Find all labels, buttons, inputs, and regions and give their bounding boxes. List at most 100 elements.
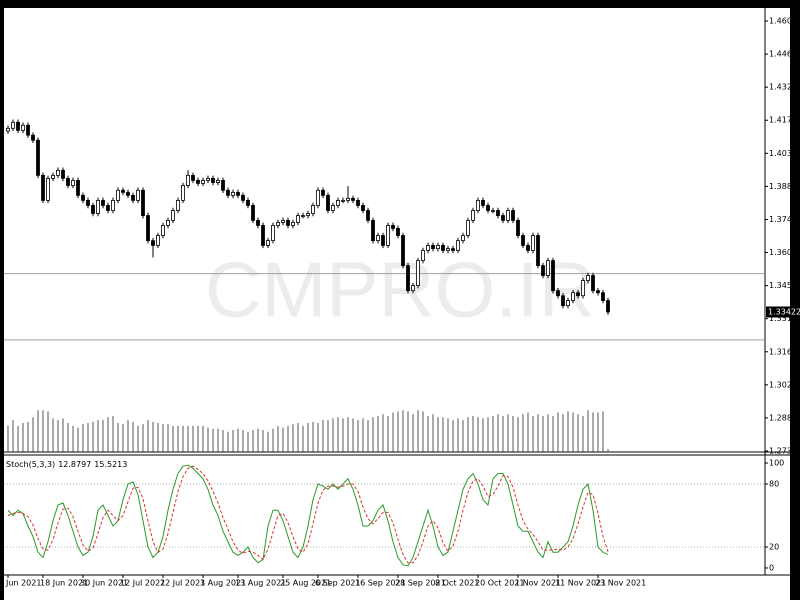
- candle-body: [81, 194, 85, 201]
- candle-body: [356, 200, 360, 206]
- y-tick-label: 1.33130: [769, 314, 800, 323]
- indicator-value: 12.8797: [58, 460, 91, 469]
- candle-body: [376, 235, 380, 241]
- candle-body: [101, 200, 105, 206]
- x-tick-label: 3 Aug 2021: [200, 579, 246, 588]
- x-tick-label: 1 Nov 2021: [515, 579, 561, 588]
- y-tick-label: 1.44650: [769, 50, 800, 59]
- candle-body: [21, 124, 25, 131]
- candle-body: [571, 292, 575, 301]
- candle-body: [11, 121, 15, 129]
- watermark: CMPRO.IR: [205, 246, 595, 334]
- candle-body: [596, 290, 600, 294]
- candle-body: [181, 185, 185, 201]
- candle-body: [391, 225, 395, 229]
- candle-body: [401, 235, 405, 267]
- x-tick-label: Jun 2021: [5, 579, 41, 588]
- candle-body: [491, 210, 495, 212]
- candle-body: [441, 245, 445, 251]
- candle-body: [126, 191, 130, 196]
- candle-body: [71, 180, 75, 186]
- candle-body: [36, 139, 40, 176]
- candle-body: [191, 174, 195, 181]
- candle-body: [271, 225, 275, 241]
- y-tick-label: 100: [769, 459, 784, 468]
- candle-body: [436, 245, 440, 250]
- candle-body: [546, 260, 550, 276]
- candle-body: [581, 280, 585, 297]
- candle-body: [326, 194, 330, 211]
- candle-body: [361, 205, 365, 211]
- candle-body: [551, 260, 555, 292]
- candle-body: [26, 124, 30, 136]
- y-tick-label: 1.37450: [769, 215, 800, 224]
- candle-body: [141, 189, 145, 216]
- candle-body: [186, 174, 190, 186]
- candle-body: [51, 174, 55, 179]
- candle-body: [161, 225, 165, 236]
- candle-body: [171, 210, 175, 221]
- candle-body: [246, 200, 250, 206]
- candle-body: [116, 189, 120, 201]
- candle-body: [86, 200, 90, 206]
- candle-body: [341, 200, 345, 202]
- candle-body: [591, 275, 595, 292]
- candle-body: [386, 225, 390, 246]
- candle-body: [426, 245, 430, 251]
- candle-body: [586, 275, 590, 281]
- y-tick-label: 1.36010: [769, 248, 800, 257]
- last-price-label: 1.33422: [768, 307, 800, 316]
- y-tick-label: 80: [769, 480, 779, 489]
- candle-body: [256, 219, 260, 226]
- candle-body: [416, 260, 420, 287]
- last-price-box: [766, 306, 794, 318]
- candle-body: [311, 205, 315, 214]
- y-tick-label: 1.46090: [769, 17, 800, 26]
- x-tick-label: 6 Sep 2021: [315, 579, 361, 588]
- candle-body: [351, 197, 355, 201]
- x-tick-label: 20 Oct 2021: [475, 579, 524, 588]
- x-tick-label: 11 Nov 2021: [555, 579, 606, 588]
- candle-body: [531, 235, 535, 251]
- y-tick-label: 20: [769, 542, 779, 551]
- candle-body: [606, 300, 610, 313]
- candle-body: [216, 180, 220, 183]
- candle-body: [236, 191, 240, 196]
- x-tick-label: 22 Jul 2021: [160, 579, 205, 588]
- chart-background: [4, 8, 790, 600]
- candle-body: [536, 235, 540, 267]
- candle-body: [431, 245, 435, 250]
- x-tick-label: 12 Jul 2021: [120, 579, 165, 588]
- candle-body: [241, 194, 245, 201]
- candle-body: [406, 265, 410, 292]
- candle-body: [151, 240, 155, 246]
- candle-body: [196, 180, 200, 184]
- y-tick-label: 1.38890: [769, 182, 800, 191]
- indicator-label: Stoch(5,3,3) 12.8797 15.5213: [6, 460, 127, 469]
- candle-body: [41, 174, 45, 201]
- candle-body: [261, 225, 265, 246]
- candle-body: [146, 215, 150, 241]
- stoch-line: [7, 464, 609, 567]
- candle-body: [481, 200, 485, 206]
- candle-body: [226, 189, 230, 196]
- candle-body: [461, 235, 465, 241]
- candle-body: [576, 292, 580, 297]
- candle-body: [446, 248, 450, 251]
- y-tick-label: 1.30250: [769, 380, 800, 389]
- y-tick-label: 1.41770: [769, 116, 800, 125]
- candle-body: [601, 292, 605, 301]
- candle-body: [6, 127, 10, 132]
- candle-body: [281, 219, 285, 223]
- candle-body: [371, 219, 375, 241]
- y-tick-label: 0: [769, 563, 774, 572]
- candle-body: [131, 194, 135, 201]
- candle-body: [526, 245, 530, 251]
- candle-body: [521, 235, 525, 246]
- candle-body: [306, 213, 310, 216]
- candle-body: [76, 180, 80, 196]
- candle-body: [511, 210, 515, 221]
- x-tick-label: 23 Nov 2021: [595, 579, 646, 588]
- y-tick-label: 1.43210: [769, 83, 800, 92]
